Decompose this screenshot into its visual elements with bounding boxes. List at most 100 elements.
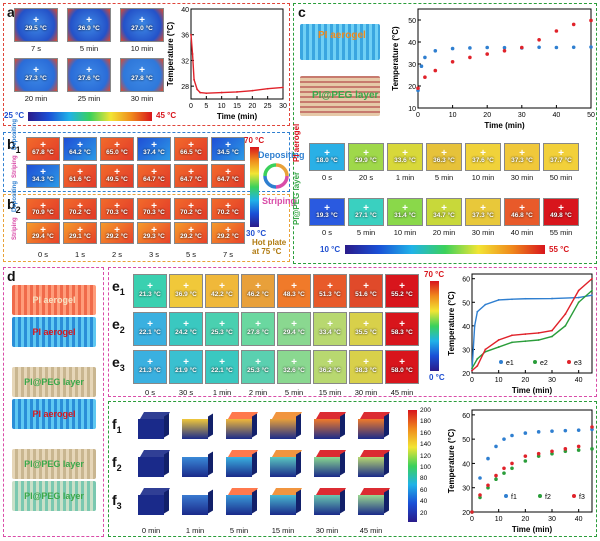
- thermal-tile: +37.7 °C: [543, 143, 579, 171]
- thermal-tile: +33.6 °C: [387, 143, 423, 171]
- layer-block-top: [12, 367, 96, 397]
- data-point: [478, 493, 482, 497]
- row2-side-label: PI@PEG layer: [292, 171, 301, 225]
- legend-label: e2: [540, 360, 548, 367]
- crosshair-icon: +: [219, 319, 225, 331]
- temperature-readout: 25.3 °C: [247, 367, 269, 374]
- temperature-readout: 33.4 °C: [319, 329, 341, 336]
- panel-c: [293, 3, 597, 264]
- thermal-tile: +27.8 °C: [241, 312, 275, 346]
- crosshair-icon: +: [363, 357, 369, 369]
- thermal-tile: +35.5 °C: [349, 312, 383, 346]
- temperature-readout: 21.3 °C: [139, 367, 161, 374]
- temperature-readout: 29.4 °C: [32, 233, 54, 240]
- panel-f-row-label: f2: [112, 454, 122, 473]
- y-tick-label: 40: [462, 461, 470, 468]
- temperature-readout: 36.9 °C: [175, 291, 197, 298]
- data-point: [502, 437, 506, 441]
- y-tick-label: 20: [462, 510, 470, 517]
- temperature-readout: 42.2 °C: [211, 291, 233, 298]
- crosshair-icon: +: [255, 281, 261, 293]
- time-caption: 10 min: [393, 228, 417, 237]
- thermal-tile: +65.0 °C: [100, 137, 134, 161]
- data-point: [486, 456, 490, 461]
- scale-tick: 200: [420, 407, 431, 414]
- crosshair-icon: +: [519, 147, 525, 159]
- time-caption: 30 min: [315, 526, 339, 535]
- scale-tick: 180: [420, 418, 431, 426]
- crosshair-icon: +: [86, 15, 92, 27]
- data-point: [510, 461, 514, 466]
- scale-tick: 100: [420, 464, 431, 471]
- thermal-tile: +70.9 °C: [26, 198, 60, 220]
- thermal-tile: +46.8 °C: [504, 198, 540, 226]
- crosshair-icon: +: [219, 281, 225, 293]
- x-tick-label: 30: [548, 377, 556, 384]
- legend-marker: [567, 360, 571, 364]
- temperature-readout: 70.2 °C: [69, 209, 91, 216]
- y-tick-label: 10: [408, 106, 416, 113]
- data-point: [497, 299, 500, 301]
- side-label: Depositing: [12, 119, 18, 150]
- data-point: [205, 92, 208, 95]
- thermal-tile: +66.5 °C: [174, 137, 208, 161]
- x-tick-label: 15: [233, 103, 241, 110]
- data-point: [589, 18, 593, 23]
- panel-d-label: d: [7, 268, 16, 284]
- time-caption: 30 min: [510, 173, 534, 182]
- crosshair-icon: +: [40, 200, 46, 212]
- temperature-readout: 70.9 °C: [32, 209, 54, 216]
- data-point: [473, 324, 476, 327]
- panel-b2-label: b2: [7, 196, 21, 215]
- thermal-tile: +29.9 °C: [348, 143, 384, 171]
- simulation-block: [358, 412, 391, 440]
- crosshair-icon: +: [188, 167, 194, 179]
- data-point: [591, 277, 593, 280]
- panel-d: [3, 267, 104, 537]
- x-tick-label: 10: [495, 377, 503, 384]
- crosshair-icon: +: [225, 167, 231, 179]
- data-point: [199, 91, 202, 94]
- data-point: [433, 68, 438, 73]
- striping-label: Striping: [262, 196, 296, 206]
- y-tick-label: 50: [462, 437, 470, 444]
- thermal-tile: +49.5 °C: [100, 164, 134, 188]
- data-point: [511, 298, 513, 301]
- pi-peg-block: [300, 76, 380, 116]
- temperature-readout: 29.2 °C: [180, 233, 202, 240]
- crosshair-icon: +: [77, 140, 83, 152]
- data-point: [520, 45, 524, 50]
- data-point: [591, 289, 593, 292]
- data-point: [190, 33, 192, 36]
- thermal-tile: +19.3 °C: [309, 198, 345, 226]
- temperature-readout: 58.0 °C: [391, 367, 413, 374]
- data-point: [191, 53, 194, 55]
- scale-tick: 60: [420, 486, 428, 494]
- crosshair-icon: +: [324, 147, 330, 159]
- crosshair-icon: +: [151, 140, 157, 152]
- panel-a: [3, 3, 290, 126]
- crosshair-icon: +: [291, 357, 297, 369]
- panel-f-row-label: f3: [112, 492, 122, 511]
- simulation-block: [138, 488, 171, 516]
- temperature-readout: 64.2 °C: [69, 149, 91, 156]
- simulation-block: [226, 412, 259, 440]
- time-caption: 15 min: [318, 388, 342, 397]
- legend-label: f1: [511, 494, 517, 501]
- panel-f: [108, 401, 597, 537]
- time-caption: 20 min: [24, 94, 48, 103]
- simulation-block: [314, 450, 347, 478]
- temperature-readout: 22.1 °C: [211, 367, 233, 374]
- depositing-label: Depositing: [258, 150, 305, 160]
- panel-c-label: c: [298, 4, 306, 20]
- pi-aerogel-label: PI aerogel: [318, 30, 366, 41]
- data-point: [590, 447, 594, 451]
- scale-tick: 120: [420, 452, 431, 460]
- temperature-readout: 49.8 °C: [550, 212, 572, 219]
- temperature-readout: 31.4 °C: [394, 212, 416, 219]
- data-point: [550, 429, 554, 433]
- data-point: [450, 60, 455, 64]
- panel-e-row-label: e3: [112, 354, 125, 373]
- temperature-readout: 29.4 °C: [283, 329, 305, 336]
- data-point: [220, 91, 223, 94]
